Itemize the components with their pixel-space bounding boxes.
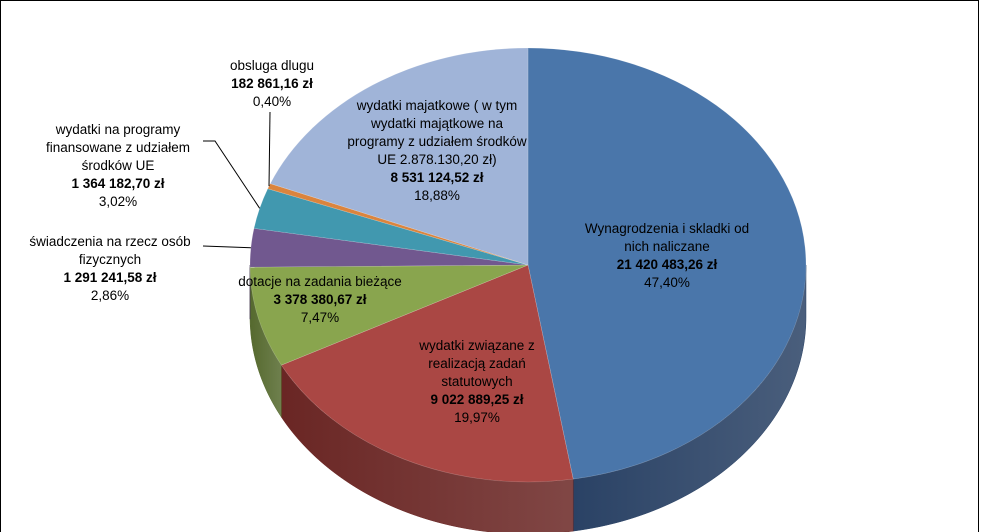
slice-name: świadczenia na rzecz osób fizycznych bbox=[29, 234, 191, 267]
slice-percent: 18,88% bbox=[414, 188, 460, 203]
slice-value: 9 022 889,25 zł bbox=[430, 392, 524, 407]
leader-line bbox=[202, 245, 251, 249]
slice-label-swiadczenia: świadczenia na rzecz osób fizycznych 1 2… bbox=[15, 233, 205, 305]
leader-line bbox=[268, 111, 271, 187]
slice-percent: 19,97% bbox=[454, 410, 500, 425]
slice-label-dotacje: dotacje na zadania bieżące 3 378 380,67 … bbox=[220, 273, 420, 327]
slice-percent: 0,40% bbox=[252, 94, 292, 109]
slice-percent: 2,86% bbox=[90, 288, 130, 303]
slice-value: 182 861,16 zł bbox=[231, 76, 313, 91]
slice-label-wydatki-majatkowe: wydatki majatkowe ( w tym wydatki majątk… bbox=[347, 97, 527, 205]
leader-line bbox=[203, 140, 261, 209]
pie-slice bbox=[253, 188, 529, 266]
slice-label-obsluga-dlugu: obsluga dlugu 182 861,16 zł 0,40% bbox=[212, 57, 332, 111]
slice-label-wynagrodzenia: Wynagrodzenia i skladki od nich naliczan… bbox=[582, 220, 752, 292]
slice-name: wydatki związane z realizacją zadań stat… bbox=[419, 338, 535, 389]
slice-name: wydatki na programy finansowane z udział… bbox=[45, 122, 191, 173]
slice-label-programy-ue: wydatki na programy finansowane z udział… bbox=[28, 121, 208, 211]
slice-value: 3 378 380,67 zł bbox=[273, 292, 367, 307]
slice-percent: 47,40% bbox=[644, 275, 690, 290]
slice-value: 8 531 124,52 zł bbox=[390, 170, 484, 185]
slice-value: 21 420 483,26 zł bbox=[616, 257, 718, 272]
slice-name: dotacje na zadania bieżące bbox=[238, 274, 402, 289]
slice-percent: 7,47% bbox=[300, 310, 340, 325]
slice-name: wydatki majatkowe ( w tym wydatki majątk… bbox=[347, 98, 527, 167]
pie-slice bbox=[280, 264, 574, 483]
slice-name: obsluga dlugu bbox=[229, 58, 315, 73]
slice-label-zadania-statutowe: wydatki związane z realizacją zadań stat… bbox=[402, 337, 552, 427]
slice-name: Wynagrodzenia i skladki od nich naliczan… bbox=[584, 221, 750, 254]
slice-percent: 3,02% bbox=[98, 194, 138, 209]
pie-slice bbox=[249, 264, 529, 366]
slice-value: 1 364 182,70 zł bbox=[71, 176, 165, 191]
pie-slice bbox=[527, 47, 807, 480]
pie-slice bbox=[269, 47, 529, 266]
slice-value: 1 291 241,58 zł bbox=[63, 270, 157, 285]
